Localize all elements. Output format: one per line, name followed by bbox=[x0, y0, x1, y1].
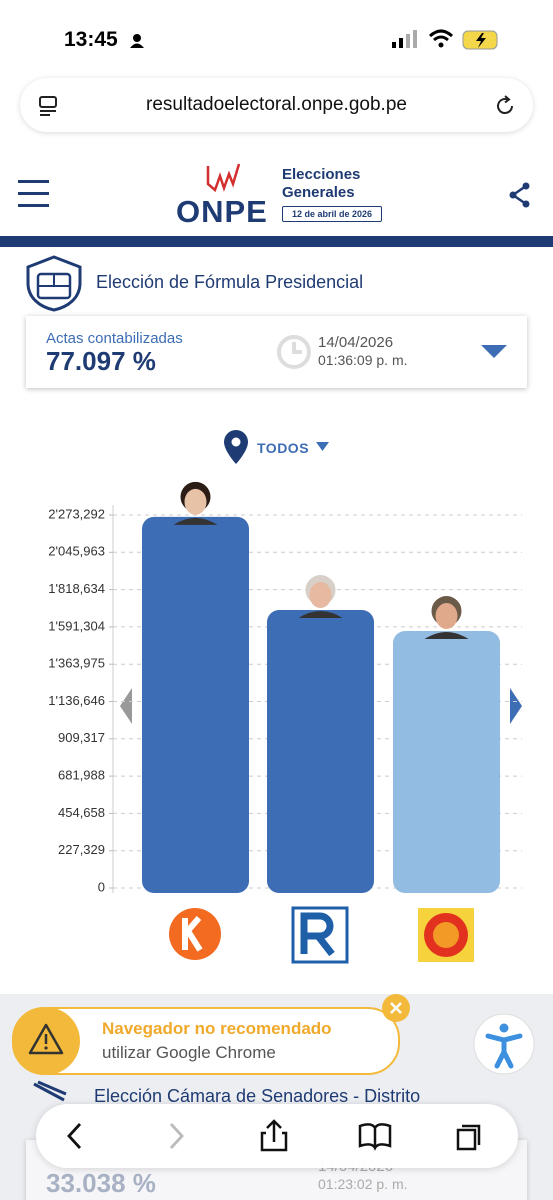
actas-value: 33.038 % bbox=[46, 1168, 156, 1198]
reader-icon bbox=[39, 96, 57, 116]
prev-arrow[interactable] bbox=[120, 688, 132, 724]
menu-icon[interactable] bbox=[18, 180, 50, 208]
update-time: 01:23:02 p. m. bbox=[318, 1176, 408, 1192]
bar bbox=[267, 610, 374, 893]
back-button[interactable] bbox=[67, 1123, 82, 1149]
candidate-photo bbox=[173, 481, 218, 525]
warning-icon bbox=[12, 1007, 80, 1075]
y-tick-label: 681,988 bbox=[58, 768, 105, 783]
photo-shoulders bbox=[173, 517, 218, 525]
photo-shoulders bbox=[298, 611, 343, 619]
status-time: 13:45 bbox=[64, 28, 118, 51]
location-pin bbox=[224, 430, 248, 464]
photo-face bbox=[184, 488, 207, 515]
bar bbox=[393, 631, 500, 893]
bar bbox=[142, 516, 249, 893]
browser-toolbar bbox=[36, 1104, 518, 1168]
logo-mark bbox=[206, 163, 241, 193]
update-time: 01:36:09 p. m. bbox=[318, 352, 408, 368]
coat-of-arms bbox=[26, 255, 82, 312]
bookmarks-button[interactable] bbox=[358, 1123, 392, 1151]
forward-button[interactable] bbox=[169, 1123, 184, 1149]
header-title: Generales bbox=[282, 184, 355, 201]
y-tick-label: 2'045,963 bbox=[48, 544, 105, 559]
reload-icon[interactable] bbox=[494, 94, 518, 118]
section-title: Elección de Fórmula Presidencial bbox=[96, 272, 364, 292]
browser-warning: Navegador no recomendado utilizar Google… bbox=[12, 1007, 400, 1075]
y-tick-label: 454,658 bbox=[58, 805, 105, 820]
update-date: 14/04/2026 bbox=[318, 334, 394, 351]
actas-value: 77.097 % bbox=[46, 346, 156, 376]
party-logo bbox=[418, 908, 474, 962]
y-tick-label: 227,329 bbox=[58, 842, 105, 857]
tabs-button[interactable] bbox=[456, 1124, 481, 1151]
logo-k bbox=[182, 916, 203, 952]
y-tick-label: 909,317 bbox=[58, 730, 105, 745]
share-icon[interactable] bbox=[508, 182, 532, 208]
header-title: Elecciones bbox=[282, 166, 361, 183]
region-filter[interactable]: TODOS bbox=[257, 440, 310, 456]
toolbar-icons bbox=[67, 1119, 481, 1152]
logo-sun bbox=[433, 922, 459, 948]
party-logo bbox=[291, 906, 349, 964]
y-tick-label: 2'273,292 bbox=[48, 506, 105, 521]
next-arrow[interactable] bbox=[510, 688, 522, 724]
y-tick-label: 1'818,634 bbox=[48, 581, 105, 596]
logo-r bbox=[300, 912, 335, 957]
warning-title: Navegador no recomendado bbox=[102, 1019, 332, 1038]
clock-icon bbox=[277, 335, 311, 369]
candidate-photo bbox=[298, 575, 343, 619]
y-tick-label: 0 bbox=[98, 879, 105, 894]
coat-of-arms bbox=[33, 1080, 67, 1102]
share-button[interactable] bbox=[260, 1119, 288, 1152]
url-text: resultadoelectoral.onpe.gob.pe bbox=[146, 94, 407, 115]
warning-text: utilizar Google Chrome bbox=[102, 1043, 276, 1062]
chart: 0 227,329 454,658 681,988 909,317 1'136,646 1'… bbox=[48, 481, 522, 964]
close-banner[interactable] bbox=[380, 992, 412, 1024]
filter-arrow[interactable] bbox=[316, 442, 330, 452]
dropdown-arrow[interactable] bbox=[480, 344, 508, 360]
section-title: Elección Cámara de Senadores - Distrito bbox=[94, 1086, 421, 1106]
logo-circle bbox=[169, 908, 221, 960]
y-tick-label: 1'591,304 bbox=[48, 618, 105, 633]
candidate-photo bbox=[424, 596, 469, 640]
photo-face bbox=[309, 582, 332, 609]
photo-face bbox=[435, 603, 458, 630]
logo-text: ONPE bbox=[176, 194, 268, 229]
header-date: 12 de abril de 2026 bbox=[282, 206, 382, 222]
y-tick-label: 1'136,646 bbox=[48, 693, 105, 708]
actas-label: Actas contabilizadas bbox=[46, 330, 183, 347]
y-tick-label: 1'363,975 bbox=[48, 656, 105, 671]
photo-shoulders bbox=[424, 632, 469, 640]
site-header: ONPE Elecciones Generales 12 de abril de… bbox=[0, 152, 553, 247]
actas-card[interactable]: Actas contabilizadas 77.097 % 14/04/2026… bbox=[26, 316, 527, 388]
accessibility-button[interactable] bbox=[472, 1012, 536, 1076]
url-bar[interactable]: resultadoelectoral.onpe.gob.pe bbox=[20, 78, 533, 132]
status-icons bbox=[130, 29, 498, 50]
party-logo bbox=[169, 908, 221, 960]
